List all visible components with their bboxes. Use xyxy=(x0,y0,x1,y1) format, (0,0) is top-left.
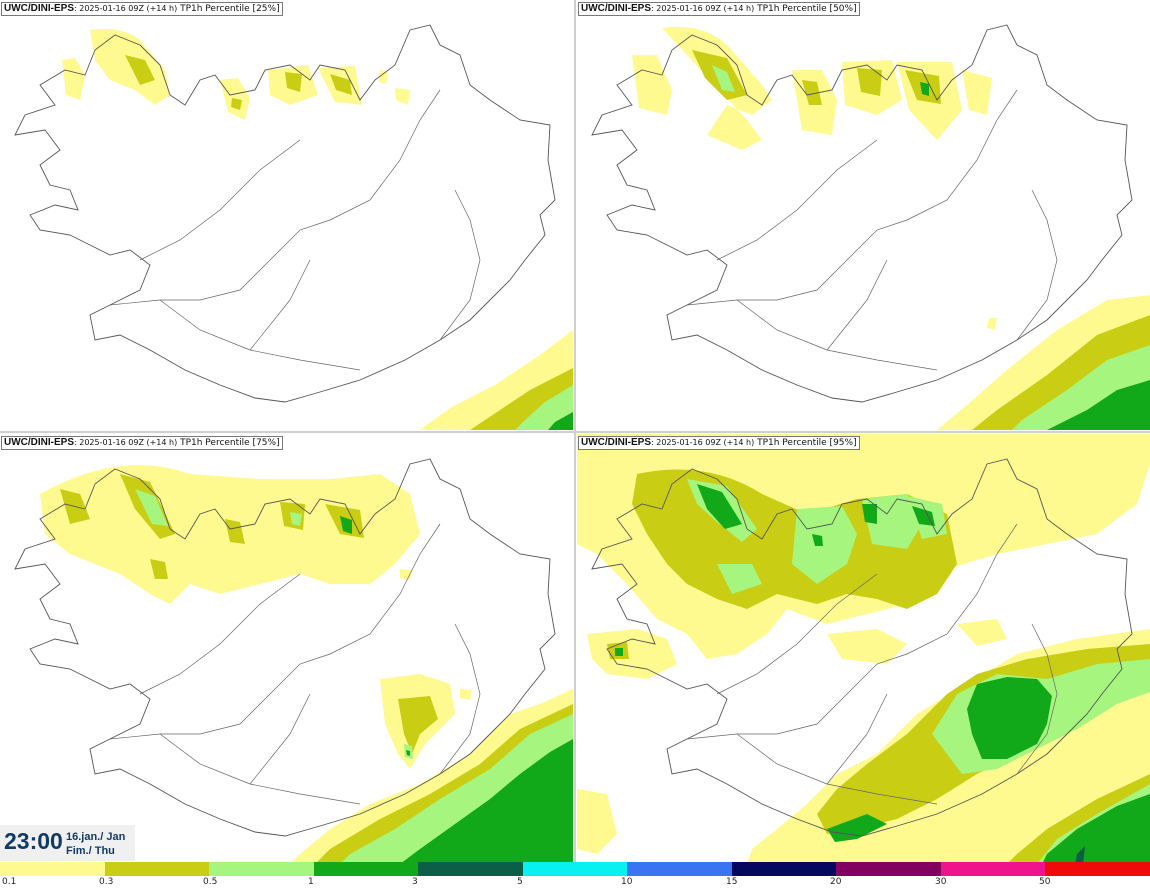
precip-map xyxy=(577,434,1150,864)
valid-time-box: 23:00 16.jan./ Jan Fim./ Thu xyxy=(0,825,135,861)
legend-swatch xyxy=(836,862,941,876)
roads xyxy=(109,523,481,805)
legend-tick-label: 3 xyxy=(412,877,418,887)
panel-title: UWC/DINI-EPS: 2025-01-16 09Z (+14 h) TP1… xyxy=(578,436,860,450)
valid-date: 16.jan./ Jan Fim./ Thu xyxy=(66,830,125,858)
precip-map xyxy=(14,24,573,430)
legend-swatch xyxy=(940,862,1046,876)
iceland-coastline xyxy=(14,458,556,837)
legend-swatch xyxy=(209,862,314,876)
valid-time: 23:00 xyxy=(4,828,63,854)
precip-field xyxy=(577,434,1150,864)
legend-tick-label: 0.1 xyxy=(2,877,17,887)
valid-date-line1: 16.jan./ Jan xyxy=(66,831,126,843)
legend-tick-label: 5 xyxy=(517,877,523,887)
iceland-coastline xyxy=(591,24,1133,403)
precip-field xyxy=(40,465,573,864)
iceland-coastline xyxy=(14,24,556,403)
color-legend-ticks: 0.1 0.3 0.5 1 3 5 10 15 20 30 50 xyxy=(0,877,1150,891)
legend-tick-label: 0.3 xyxy=(99,877,114,887)
precip-map xyxy=(591,24,1150,430)
legend-tick-label: 30 xyxy=(935,877,947,887)
roads xyxy=(686,523,1058,805)
color-legend-bar xyxy=(0,862,1150,876)
legend-tick-label: 15 xyxy=(726,877,738,887)
legend-swatch xyxy=(313,862,419,876)
precip-map xyxy=(14,458,573,864)
legend-tick-label: 10 xyxy=(621,877,633,887)
legend-swatch xyxy=(0,862,105,876)
map-panel-p75: UWC/DINI-EPS: 2025-01-16 09Z (+14 h) TP1… xyxy=(0,434,573,864)
legend-swatch xyxy=(731,862,837,876)
panel-divider-horizontal xyxy=(0,431,1150,433)
map-panel-p95: UWC/DINI-EPS: 2025-01-16 09Z (+14 h) TP1… xyxy=(577,434,1150,864)
legend-swatch xyxy=(104,862,210,876)
legend-tick-label: 50 xyxy=(1039,877,1051,887)
legend-swatch xyxy=(1045,862,1150,876)
precip-field xyxy=(62,28,573,430)
legend-swatch xyxy=(418,862,523,876)
legend-swatch xyxy=(627,862,732,876)
valid-date-line2: Fim./ Thu xyxy=(66,845,115,857)
precip-field xyxy=(632,26,1150,430)
iceland-coastline xyxy=(591,458,1133,837)
roads xyxy=(686,89,1058,371)
map-panel-p50: UWC/DINI-EPS: 2025-01-16 09Z (+14 h) TP1… xyxy=(577,0,1150,430)
roads xyxy=(109,89,481,371)
legend-tick-label: 0.5 xyxy=(203,877,218,887)
legend-swatch xyxy=(522,862,628,876)
panel-title: UWC/DINI-EPS: 2025-01-16 09Z (+14 h) TP1… xyxy=(1,436,283,450)
legend-tick-label: 20 xyxy=(830,877,842,887)
panel-title: UWC/DINI-EPS: 2025-01-16 09Z (+14 h) TP1… xyxy=(1,2,283,16)
map-panel-p25: UWC/DINI-EPS: 2025-01-16 09Z (+14 h) TP1… xyxy=(0,0,573,430)
panel-title: UWC/DINI-EPS: 2025-01-16 09Z (+14 h) TP1… xyxy=(578,2,860,16)
legend-tick-label: 1 xyxy=(308,877,314,887)
